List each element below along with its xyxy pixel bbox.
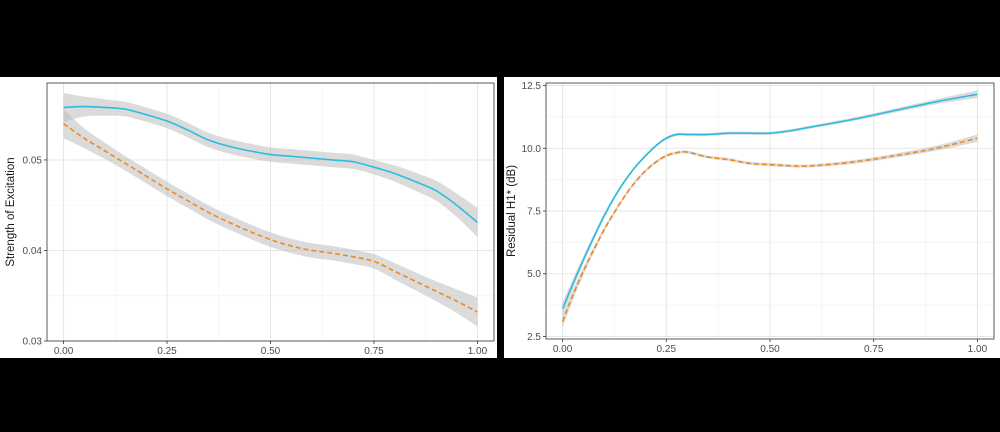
y-tick-label: 10.0 — [522, 144, 542, 155]
y-tick-label: 7.5 — [527, 207, 541, 218]
right-y-axis-title: Residual H1* (dB) — [506, 165, 518, 257]
left-y-axis-title: Strength of Excitation — [5, 157, 17, 266]
x-tick-label: 0.50 — [261, 346, 281, 357]
x-tick-label: 0.75 — [364, 346, 384, 357]
right-plot: 0.00 0.25 0.50 0.75 1.00 2.5 5.0 7.5 10.0 12.5 — [522, 81, 995, 355]
solid-series-line — [561, 93, 978, 310]
right-panel-background — [504, 77, 1000, 358]
x-tick-label: 0.75 — [864, 344, 884, 355]
y-tick-label: 0.04 — [23, 246, 43, 257]
solid-series-line — [63, 105, 478, 224]
dashed-series-line — [63, 123, 478, 313]
dashed-series-line — [561, 137, 978, 322]
y-tick-label: 5.0 — [527, 269, 541, 280]
x-tick-label: 1.00 — [468, 346, 488, 357]
y-tick-label: 0.03 — [23, 337, 43, 348]
y-tick-label: 12.5 — [522, 81, 542, 92]
x-tick-label: 0.50 — [760, 344, 780, 355]
x-tick-label: 0.00 — [553, 344, 573, 355]
x-tick-label: 0.00 — [54, 346, 74, 357]
left-plot: 0.00 0.25 0.50 0.75 1.00 0.03 0.04 0.05 — [23, 82, 495, 357]
x-tick-label: 0.25 — [657, 344, 677, 355]
left-panel-background — [0, 77, 497, 358]
x-tick-label: 1.00 — [968, 344, 988, 355]
y-tick-label: 0.05 — [23, 155, 43, 166]
y-tick-label: 2.5 — [527, 332, 541, 343]
x-tick-label: 0.25 — [157, 346, 177, 357]
